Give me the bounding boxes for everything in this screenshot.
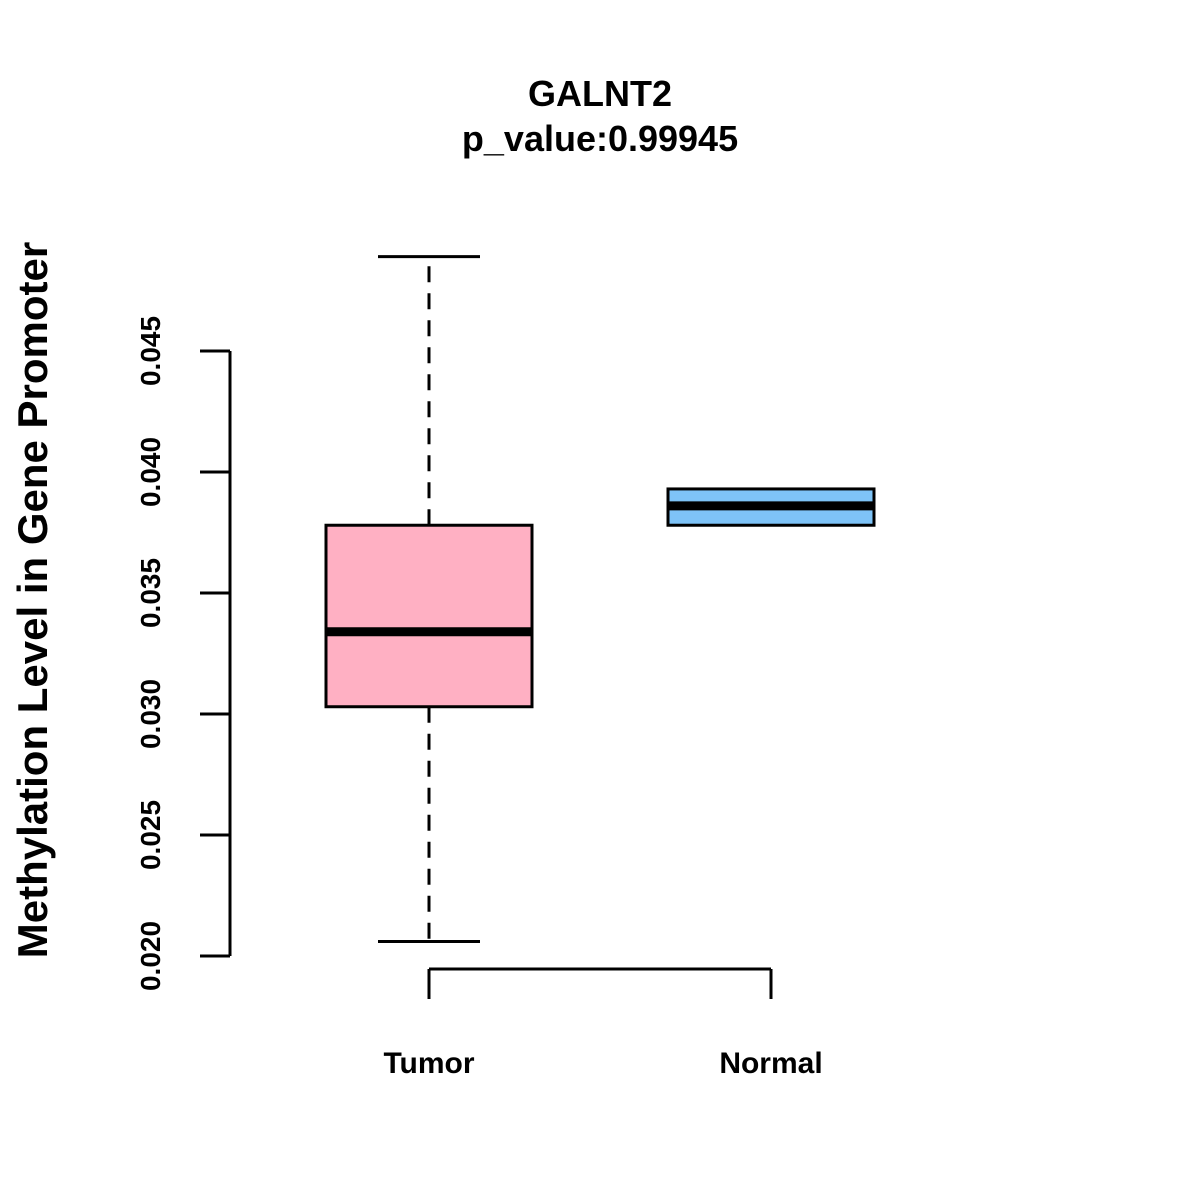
y-tick-label: 0.045 [135,316,166,386]
box-iqr [324,523,534,709]
box-tumor [324,255,534,943]
box-group [324,255,876,943]
x-tick-label-tumor: Tumor [383,1047,474,1080]
y-axis: 0.020 0.025 0.030 0.035 0.040 0.045 [135,316,232,991]
x-tick-label-normal: Normal [719,1047,822,1080]
x-axis: Tumor Normal [383,967,823,1080]
chart-subtitle: p_value:0.99945 [462,118,738,159]
y-tick-label: 0.025 [135,800,166,870]
y-axis-label: Methylation Level in Gene Promoter [9,242,56,958]
y-tick-label: 0.035 [135,558,166,628]
y-tick-label: 0.020 [135,921,166,991]
y-tick-label: 0.030 [135,679,166,749]
chart-title: GALNT2 [528,73,672,114]
y-tick-label: 0.040 [135,437,166,507]
box-normal [666,487,876,527]
